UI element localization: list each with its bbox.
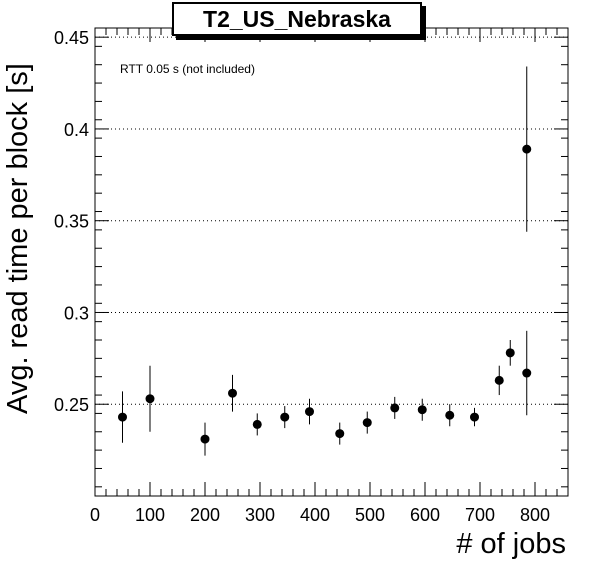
x-tick-label: 500 <box>355 505 385 525</box>
data-point <box>335 422 345 445</box>
plot-frame <box>94 27 569 497</box>
point-marker <box>522 144 532 154</box>
point-marker <box>280 412 290 422</box>
x-tick-label: 200 <box>190 505 220 525</box>
chart-title: T2_US_Nebraska <box>172 2 422 36</box>
point-marker <box>494 375 504 385</box>
data-point <box>362 411 372 434</box>
x-tick-label: 300 <box>245 505 275 525</box>
x-tick-label: 100 <box>135 505 165 525</box>
data-point <box>505 340 515 366</box>
point-marker <box>505 348 515 358</box>
data-point <box>522 330 532 416</box>
point-marker <box>252 419 262 429</box>
data-point <box>445 404 455 427</box>
data-point <box>200 422 210 456</box>
data-point <box>228 374 237 412</box>
y-tick-label: 0.45 <box>54 28 89 48</box>
y-tick-label: 0.4 <box>64 120 89 140</box>
data-point <box>118 391 127 443</box>
rtt-annotation: RTT 0.05 s (not included) <box>120 62 255 76</box>
point-marker <box>417 405 427 415</box>
tick-marks <box>94 27 569 496</box>
x-tick-label: 0 <box>90 505 100 525</box>
x-axis-label: # of jobs <box>456 528 566 560</box>
x-tick-label: 800 <box>520 505 550 525</box>
y-tick-label: 0.25 <box>54 395 89 415</box>
point-marker <box>145 394 155 404</box>
point-marker <box>200 434 210 444</box>
grid-lines <box>95 36 568 405</box>
tick-labels: 0.25 0.3 0.35 0.4 0.45 0 100 200 300 400 500 600 700… <box>54 28 550 525</box>
y-tick-label: 0.3 <box>64 303 89 323</box>
point-marker <box>522 368 532 378</box>
data-point <box>470 407 479 427</box>
point-marker <box>228 388 237 398</box>
y-tick-label: 0.35 <box>54 212 89 232</box>
axes <box>94 27 569 497</box>
point-marker <box>305 407 314 417</box>
point-marker <box>390 403 400 413</box>
data-point <box>305 398 314 425</box>
x-tick-label: 600 <box>410 505 440 525</box>
data-point <box>252 413 262 436</box>
data-point <box>145 365 155 432</box>
point-marker <box>362 418 372 428</box>
data-point <box>494 365 504 396</box>
data-point <box>522 66 532 232</box>
data-point <box>280 406 290 429</box>
point-marker <box>470 412 479 422</box>
data-points <box>118 66 532 456</box>
point-marker <box>335 429 345 439</box>
x-tick-label: 700 <box>465 505 495 525</box>
point-marker <box>118 412 127 422</box>
data-point <box>390 396 400 419</box>
point-marker <box>445 410 455 420</box>
x-tick-label: 400 <box>300 505 330 525</box>
y-axis-label: Avg. read time per block [s] <box>2 63 34 414</box>
data-point <box>417 398 427 421</box>
